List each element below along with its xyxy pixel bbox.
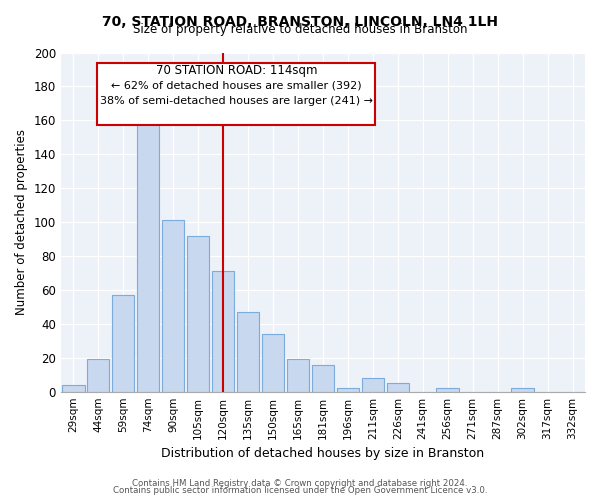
Bar: [337, 388, 359, 392]
Bar: [87, 360, 109, 392]
Bar: [162, 220, 184, 392]
Text: Size of property relative to detached houses in Branston: Size of property relative to detached ho…: [133, 22, 467, 36]
Bar: [287, 360, 309, 392]
Bar: [262, 334, 284, 392]
Bar: [112, 295, 134, 392]
Bar: [212, 272, 234, 392]
Text: ← 62% of detached houses are smaller (392): ← 62% of detached houses are smaller (39…: [111, 80, 362, 90]
Bar: [311, 364, 334, 392]
Text: 70 STATION ROAD: 114sqm: 70 STATION ROAD: 114sqm: [155, 64, 317, 78]
Bar: [237, 312, 259, 392]
FancyBboxPatch shape: [97, 62, 376, 126]
Y-axis label: Number of detached properties: Number of detached properties: [15, 129, 28, 315]
X-axis label: Distribution of detached houses by size in Branston: Distribution of detached houses by size …: [161, 447, 484, 460]
Text: 38% of semi-detached houses are larger (241) →: 38% of semi-detached houses are larger (…: [100, 96, 373, 106]
Bar: [362, 378, 384, 392]
Text: 70, STATION ROAD, BRANSTON, LINCOLN, LN4 1LH: 70, STATION ROAD, BRANSTON, LINCOLN, LN4…: [102, 15, 498, 29]
Bar: [137, 114, 160, 392]
Bar: [187, 236, 209, 392]
Bar: [511, 388, 534, 392]
Bar: [436, 388, 459, 392]
Bar: [62, 385, 85, 392]
Text: Contains public sector information licensed under the Open Government Licence v3: Contains public sector information licen…: [113, 486, 487, 495]
Text: Contains HM Land Registry data © Crown copyright and database right 2024.: Contains HM Land Registry data © Crown c…: [132, 478, 468, 488]
Bar: [386, 383, 409, 392]
